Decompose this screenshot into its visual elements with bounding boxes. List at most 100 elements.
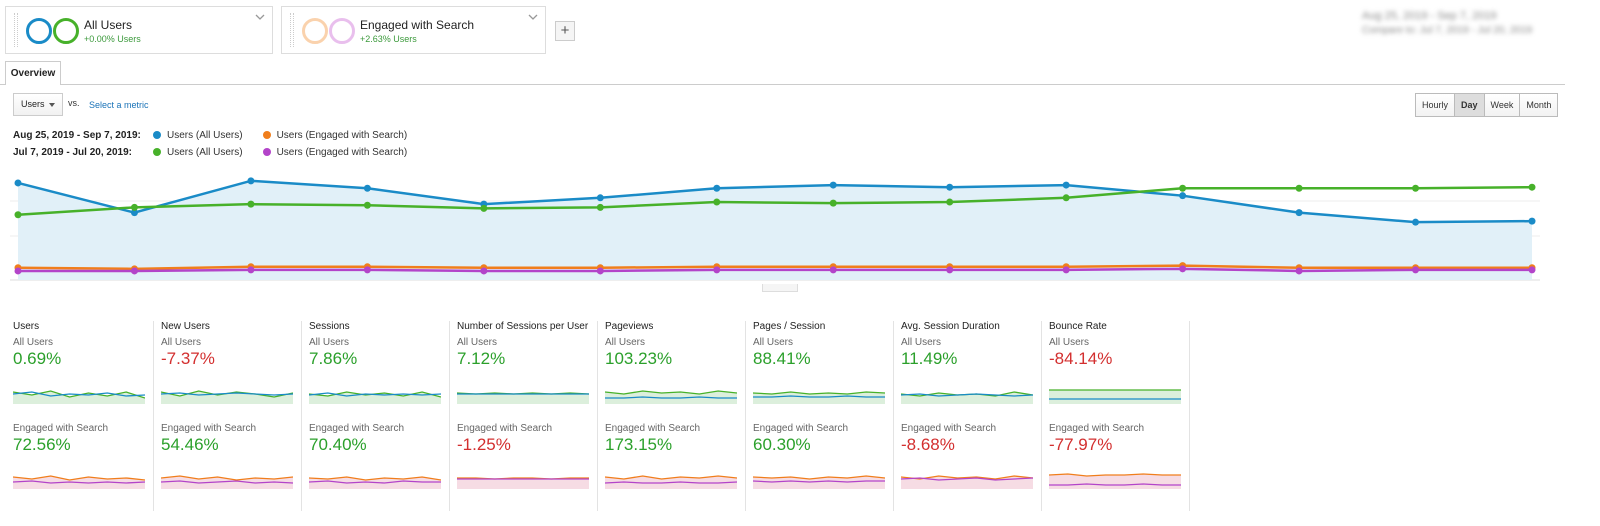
caret-down-icon — [49, 103, 55, 107]
scorecard[interactable]: Sessions All Users 7.86% Engaged with Searc… — [301, 321, 449, 511]
data-point[interactable] — [247, 200, 255, 208]
chevron-down-icon[interactable] — [528, 12, 538, 22]
scorecard[interactable]: Bounce Rate All Users -84.14% Engaged with … — [1041, 321, 1189, 511]
metric-dropdown[interactable]: Users — [13, 93, 63, 116]
sparkline-series — [13, 480, 145, 484]
scorecard[interactable]: Users All Users 0.69% Engaged with Search 72… — [5, 321, 153, 511]
sparkline-fill — [1049, 474, 1181, 489]
data-point[interactable] — [1295, 184, 1303, 192]
data-point[interactable] — [713, 198, 721, 206]
scorecard[interactable]: New Users All Users -7.37% Engaged with Sea… — [153, 321, 301, 511]
scorecard-segment-label: Engaged with Search — [605, 423, 701, 434]
scorecard-grid: Users All Users 0.69% Engaged with Search 72… — [5, 321, 1190, 511]
drag-handle-icon[interactable] — [290, 13, 294, 47]
data-point[interactable] — [1062, 181, 1070, 189]
data-point[interactable] — [596, 194, 604, 202]
data-point[interactable] — [1412, 218, 1420, 226]
scorecard-segment-label: All Users — [901, 337, 942, 348]
scorecard-divider — [449, 321, 450, 511]
scorecard-divider — [745, 321, 746, 511]
data-point[interactable] — [596, 267, 604, 275]
sparkline-fill — [753, 392, 885, 404]
drag-handle-icon[interactable] — [14, 13, 18, 47]
granularity-week-button[interactable]: Week — [1484, 94, 1521, 116]
scorecard-percent-change: -77.97% — [1049, 435, 1113, 454]
data-point[interactable] — [1179, 192, 1187, 200]
tab-overview[interactable]: Overview — [5, 61, 61, 85]
data-point[interactable] — [130, 209, 138, 217]
segment-title: Engaged with Search — [360, 18, 475, 32]
data-point[interactable] — [1528, 183, 1536, 191]
scorecard-metric-name: Sessions — [309, 321, 350, 332]
chart-resize-handle[interactable] — [762, 284, 798, 292]
data-point[interactable] — [247, 177, 255, 185]
data-point[interactable] — [1062, 266, 1070, 274]
data-point[interactable] — [1179, 184, 1187, 192]
data-point[interactable] — [713, 266, 721, 274]
data-point[interactable] — [946, 198, 954, 206]
scorecard[interactable]: Avg. Session Duration All Users 11.49% Enga… — [893, 321, 1041, 511]
data-point[interactable] — [713, 184, 721, 192]
scorecard[interactable]: Pageviews All Users 103.23% Engaged with Se… — [597, 321, 745, 511]
sparkline — [1049, 389, 1181, 404]
data-point[interactable] — [1528, 217, 1536, 225]
data-point[interactable] — [363, 201, 371, 209]
sparkline — [161, 475, 293, 489]
data-point[interactable] — [247, 266, 255, 274]
legend-dot — [262, 131, 271, 139]
data-point[interactable] — [130, 203, 138, 211]
legend-dot — [262, 148, 271, 156]
legend-row-current: Aug 25, 2019 - Sep 7, 2019: Users (All U… — [13, 128, 427, 142]
scorecard-percent-change: 11.49% — [901, 349, 958, 368]
scorecard-divider — [301, 321, 302, 511]
data-point[interactable] — [946, 183, 954, 191]
data-point[interactable] — [1179, 265, 1187, 273]
sparkline-series — [605, 390, 737, 395]
data-point[interactable] — [829, 199, 837, 207]
data-point[interactable] — [363, 266, 371, 274]
data-point[interactable] — [14, 267, 22, 275]
scorecard-percent-change: 103.23% — [605, 349, 673, 368]
data-point[interactable] — [829, 181, 837, 189]
granularity-day-button[interactable]: Day — [1455, 94, 1485, 116]
data-point[interactable] — [596, 203, 604, 211]
select-metric-link[interactable]: Select a metric — [89, 100, 149, 110]
data-point[interactable] — [14, 211, 22, 219]
segment-all-users[interactable]: All Users +0.00% Users — [5, 6, 273, 54]
granularity-hourly-button[interactable]: Hourly — [1416, 94, 1456, 116]
scorecard-segment-label: All Users — [309, 337, 350, 348]
scorecard[interactable]: Pages / Session All Users 88.41% Engaged wi… — [745, 321, 893, 511]
series-line — [17, 179, 1533, 224]
scorecard-segment-label: All Users — [605, 337, 646, 348]
scorecard-percent-change: 7.86% — [309, 349, 358, 368]
data-point[interactable] — [1412, 184, 1420, 192]
tab-divider — [0, 84, 1565, 85]
data-point[interactable] — [1295, 267, 1303, 275]
users-line-chart[interactable] — [10, 162, 1540, 286]
date-range-picker[interactable]: Aug 25, 2019 - Sep 7, 2019 Compare to: J… — [1362, 8, 1552, 38]
data-point[interactable] — [829, 266, 837, 274]
chevron-down-icon[interactable] — [255, 12, 265, 22]
data-point[interactable] — [1062, 194, 1070, 202]
add-segment-button[interactable]: + — [555, 21, 575, 41]
scorecard-segment-label: Engaged with Search — [13, 423, 109, 434]
sparkline — [901, 391, 1033, 404]
scorecard-divider — [893, 321, 894, 511]
scorecard[interactable]: Number of Sessions per User All Users 7.12… — [449, 321, 597, 511]
data-point[interactable] — [1528, 266, 1536, 274]
granularity-month-button[interactable]: Month — [1520, 94, 1558, 116]
data-point[interactable] — [1412, 266, 1420, 274]
data-point[interactable] — [480, 204, 488, 212]
data-point[interactable] — [480, 267, 488, 275]
scorecard-segment-label: All Users — [13, 337, 54, 348]
scorecard-metric-name: Number of Sessions per User — [457, 321, 589, 332]
sparkline-series — [1049, 473, 1181, 477]
data-point[interactable] — [1295, 209, 1303, 217]
scorecard-segment-label: All Users — [161, 337, 202, 348]
segment-engaged-with-search[interactable]: Engaged with Search +2.63% Users — [281, 6, 546, 54]
data-point[interactable] — [130, 267, 138, 275]
data-point[interactable] — [363, 184, 371, 192]
segment-circle-icon — [302, 18, 328, 44]
data-point[interactable] — [946, 266, 954, 274]
data-point[interactable] — [14, 179, 22, 187]
